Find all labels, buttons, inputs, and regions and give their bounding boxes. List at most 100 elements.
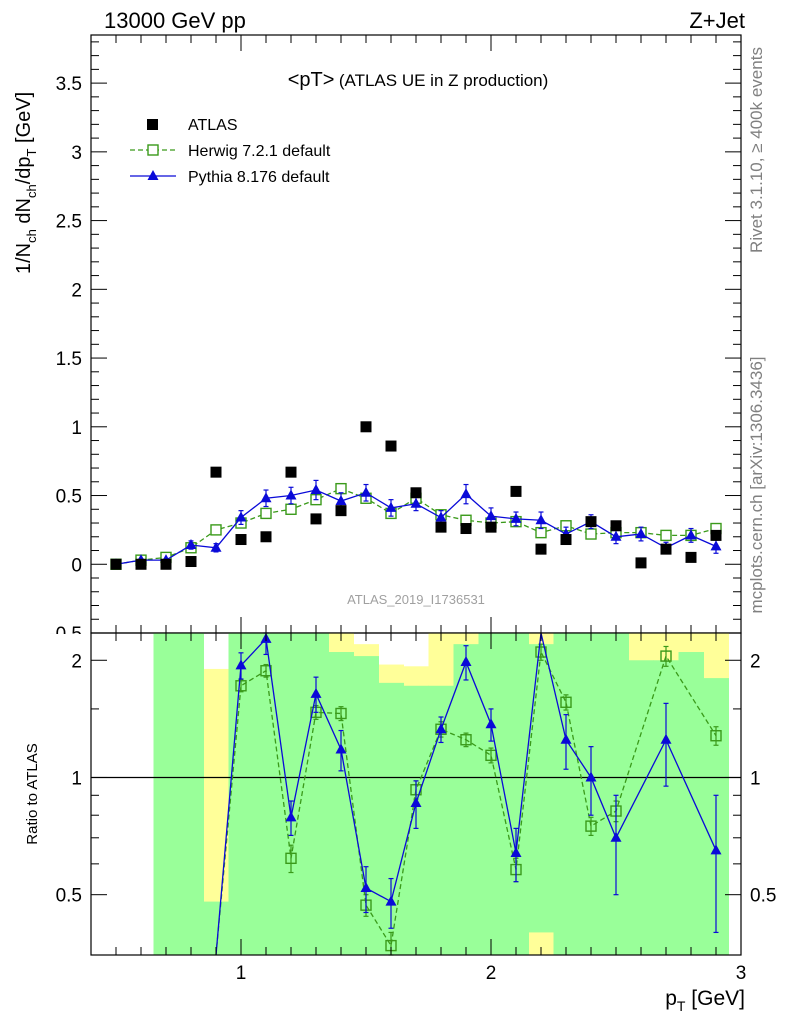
legend-marker-herwig: [147, 144, 159, 156]
ratio-band-green: [328, 652, 354, 955]
legend: ATLAS Herwig 7.2.1 default Pythia 8.176 …: [130, 117, 331, 186]
ratio-band-green: [553, 633, 579, 955]
ratio-pythia-point: [460, 655, 472, 666]
ratio-pythia-point: [410, 796, 422, 807]
ratio-band-green: [253, 633, 279, 955]
y-tick-label: 0.5: [56, 487, 82, 508]
pythia-point: [635, 528, 647, 539]
x-axis-label: pT [GeV]: [665, 987, 745, 1014]
pythia-point: [510, 512, 522, 523]
pythia-point: [685, 529, 697, 540]
ratio-y-tick-label-right: 0.5: [750, 886, 776, 907]
y-tick-label: 2.5: [56, 212, 82, 233]
ratio-band-green: [153, 633, 204, 955]
ratio-band-green: [603, 633, 629, 955]
atlas-point: [460, 523, 472, 535]
herwig-point: [285, 503, 297, 515]
pythia-point: [385, 501, 397, 512]
pythia-point: [185, 539, 197, 550]
ratio-y-tick-label-left: 2: [71, 651, 82, 672]
ratio-pythia-point: [310, 687, 322, 698]
pythia-point: [235, 511, 247, 522]
atlas-point: [335, 505, 347, 517]
herwig-point: [660, 529, 672, 542]
y-tick-label: 0: [71, 555, 82, 576]
header-right: Z+Jet: [689, 8, 745, 33]
y-tick-label: 3: [71, 143, 82, 164]
ratio-panel-axes: 0.5 0.5 1 1 2 2 1 2 3: [56, 633, 776, 984]
label-clip-mask: [40, 634, 90, 654]
ratio-pythia-point: [510, 846, 522, 857]
ratio-herwig-point: [585, 820, 597, 832]
legend-marker-atlas: [147, 119, 158, 130]
atlas-point: [185, 556, 197, 568]
pythia-point: [360, 486, 372, 497]
pythia-point: [410, 497, 422, 508]
ratio-pythia-point: [285, 811, 297, 822]
header-left: 13000 GeV pp: [104, 8, 246, 33]
pythia-point: [210, 541, 222, 552]
pythia-point: [435, 511, 447, 522]
atlas-point: [485, 521, 497, 533]
atlas-point: [435, 521, 447, 533]
ratio-band-green: [678, 652, 704, 955]
ratio-uncertainty-bands: [91, 633, 741, 955]
atlas-point: [410, 487, 422, 499]
side-label-bottom: mcplots.cern.ch [arXiv:1306.3436]: [747, 356, 766, 613]
ratio-herwig-point: [235, 680, 247, 692]
atlas-point: [160, 558, 172, 570]
atlas-point: [710, 529, 722, 541]
atlas-point: [635, 557, 647, 569]
x-tick-label: 1: [236, 963, 247, 984]
ratio-herwig-point: [660, 650, 672, 662]
legend-marker-pythia: [147, 170, 159, 180]
side-label-top: Rivet 3.1.10, ≥ 400k events: [747, 47, 766, 253]
ratio-band-green: [278, 633, 304, 955]
atlas-point: [610, 520, 622, 532]
main-panel-series: [110, 421, 722, 570]
atlas-point: [285, 466, 297, 478]
pythia-point: [485, 510, 497, 521]
ratio-herwig-point: [485, 749, 497, 762]
atlas-point: [210, 466, 222, 478]
ratio-pythia-point: [710, 844, 722, 855]
herwig-point: [210, 524, 222, 536]
y-tick-label: 3.5: [56, 74, 82, 95]
ratio-band-green: [478, 633, 504, 955]
legend-label-atlas: ATLAS: [188, 117, 238, 134]
ratio-herwig-point: [560, 696, 572, 708]
chart-title: <pT> (ATLAS UE in Z production): [288, 69, 549, 91]
y-tick-label: 1: [71, 418, 82, 439]
atlas-point: [660, 543, 672, 555]
atlas-point: [585, 516, 597, 528]
herwig-point: [585, 528, 597, 540]
pythia-point: [260, 492, 272, 503]
ratio-y-tick-label-left: 1: [71, 768, 82, 789]
ratio-y-tick-label-right: 1: [750, 768, 761, 789]
ratio-y-tick-label-right: 2: [750, 651, 761, 672]
y-tick-label: 1.5: [56, 349, 82, 370]
ratio-pythia-point: [485, 718, 497, 729]
ratio-band-green: [528, 644, 554, 933]
ratio-pythia-point: [660, 733, 672, 744]
ratio-herwig-point: [710, 730, 722, 742]
pythia-point: [535, 514, 547, 525]
ratio-pythia-point: [585, 771, 597, 782]
ratio-band-green: [453, 644, 479, 955]
atlas-point: [535, 543, 547, 555]
atlas-point: [235, 534, 247, 546]
x-tick-label: 3: [736, 963, 747, 984]
ratio-herwig-point: [335, 707, 347, 720]
analysis-watermark: ATLAS_2019_I1736531: [347, 592, 485, 607]
ratio-band-green: [628, 660, 654, 955]
atlas-point: [110, 558, 122, 570]
main-y-axis-label: 1/Nch dNch/dpT [GeV]: [13, 92, 39, 274]
ratio-pythia-point: [610, 831, 622, 842]
ratio-herwig-point: [285, 852, 297, 865]
atlas-point: [385, 440, 397, 452]
ratio-panel-series: [215, 632, 722, 956]
ratio-y-tick-label-left: 0.5: [56, 886, 82, 907]
pythia-point: [310, 484, 322, 495]
atlas-point: [135, 558, 147, 570]
